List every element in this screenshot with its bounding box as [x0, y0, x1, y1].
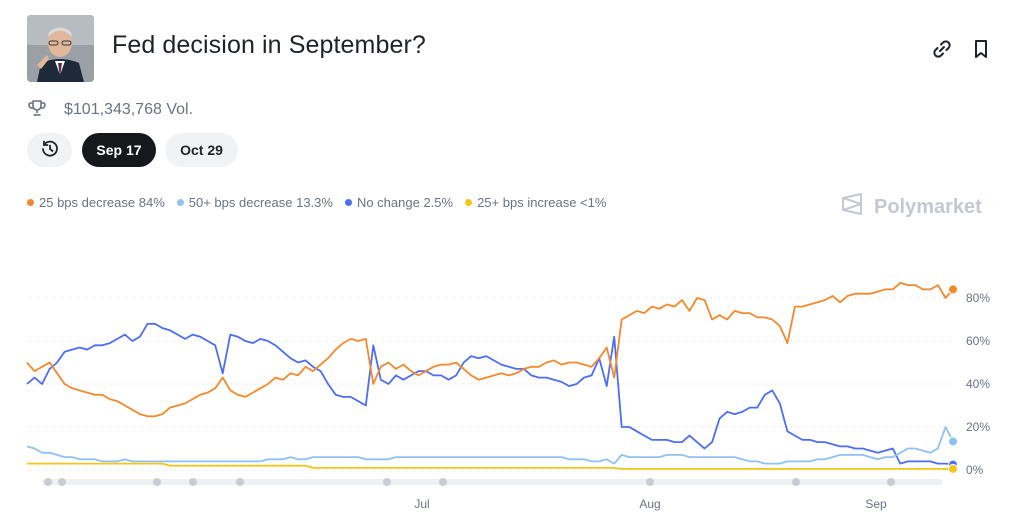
timeline-marker — [439, 478, 447, 486]
x-tick-label: Jul — [414, 497, 429, 511]
series-end-dot-50plus-bps-decrease — [948, 436, 958, 447]
y-tick-label: 80% — [966, 291, 990, 305]
history-button[interactable] — [27, 133, 72, 167]
timeline-marker — [153, 478, 161, 486]
chart-legend: 25 bps decrease 84% 50+ bps decrease 13.… — [27, 195, 618, 210]
legend-dot — [176, 199, 184, 206]
series-line-no-change — [26, 322, 954, 466]
timeline-marker — [189, 478, 197, 486]
series-end-dot-25-bps-decrease — [948, 284, 958, 295]
volume-text: $101,343,768 Vol. — [64, 101, 194, 118]
tab-sep-17[interactable]: Sep 17 — [82, 133, 156, 167]
x-tick-label: Aug — [639, 497, 660, 511]
person-portrait-icon — [27, 15, 94, 82]
timeline-marker — [58, 478, 66, 486]
y-tick-label: 20% — [966, 420, 990, 434]
page-title: Fed decision in September? — [112, 31, 426, 59]
polymarket-brand: Polymarket — [840, 192, 982, 222]
link-icon[interactable] — [931, 38, 953, 60]
timeline-marker — [792, 478, 800, 486]
legend-dot — [27, 199, 34, 206]
y-tick-label: 0% — [966, 463, 984, 477]
legend-dot — [344, 199, 352, 206]
legend-item-50-bps-decrease: 50+ bps decrease 13.3% — [176, 195, 333, 210]
series-line-50plus-bps-decrease — [26, 426, 954, 465]
timeline-marker — [646, 478, 654, 486]
brand-name: Polymarket — [874, 195, 982, 218]
bookmark-icon[interactable] — [970, 38, 992, 60]
trophy-icon — [27, 98, 47, 123]
series-line-25plus-bps-increase — [27, 462, 953, 470]
legend-label: 50+ bps decrease 13.3% — [188, 195, 333, 210]
legend-item-no-change: No change 2.5% — [344, 195, 454, 210]
volume-row: $101,343,768 Vol. — [27, 99, 193, 121]
tab-oct-29[interactable]: Oct 29 — [165, 133, 238, 167]
polymarket-logo-icon — [840, 192, 864, 222]
clock-history-icon — [40, 139, 60, 162]
legend-label: 25 bps decrease 84% — [39, 195, 165, 210]
series-line-25-bps-decrease — [26, 282, 954, 418]
timeline-marker — [236, 478, 244, 486]
timeline-marker — [44, 478, 52, 486]
x-tick-label: Sep — [865, 497, 887, 511]
timeline-marker — [383, 478, 391, 486]
legend-label: 25+ bps increase <1% — [477, 195, 607, 210]
y-tick-label: 60% — [966, 334, 990, 348]
legend-item-25-bps-increase: 25+ bps increase <1% — [465, 195, 606, 210]
timeline-marker — [887, 478, 895, 486]
legend-dot — [465, 199, 473, 206]
series-end-dot-25plus-bps-increase — [948, 463, 958, 474]
y-tick-label: 40% — [966, 377, 990, 391]
legend-item-25-bps-decrease: 25 bps decrease 84% — [27, 195, 165, 210]
legend-label: No change 2.5% — [356, 195, 454, 210]
